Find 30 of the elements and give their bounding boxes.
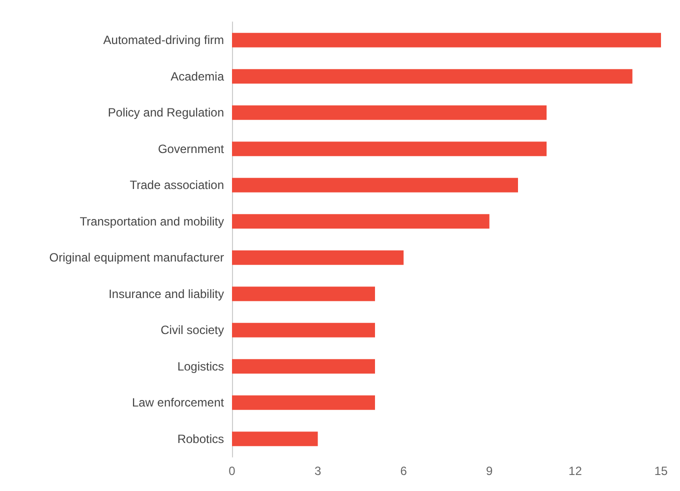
bar <box>232 359 375 374</box>
x-tick-label: 15 <box>654 464 668 478</box>
y-tick-label: Academia <box>170 69 224 84</box>
bar <box>232 214 490 229</box>
y-tick-label: Automated-driving firm <box>103 33 224 48</box>
y-tick-label: Policy and Regulation <box>108 106 224 120</box>
x-tick-label: 3 <box>314 464 322 478</box>
bar <box>232 395 375 410</box>
y-tick-label: Original equipment manufacturer <box>49 250 224 265</box>
bar <box>232 142 547 156</box>
y-tick-label: Transportation and mobility <box>80 214 224 228</box>
bar <box>232 432 318 446</box>
bar <box>232 286 375 302</box>
bar <box>232 322 375 338</box>
y-tick-label: Civil society <box>160 323 224 338</box>
y-tick-label: Robotics <box>177 432 224 446</box>
x-tick-label: 12 <box>568 464 582 478</box>
y-tick-label: Insurance and liability <box>108 286 224 301</box>
x-tick-label: 0 <box>228 464 236 478</box>
y-tick-label: Law enforcement <box>132 396 225 410</box>
y-tick-label: Logistics <box>177 359 224 374</box>
bar <box>232 32 661 48</box>
x-tick-label: 9 <box>486 464 494 478</box>
y-tick-label: Government <box>158 142 225 156</box>
y-tick-label: Trade association <box>130 178 224 192</box>
bar <box>232 69 632 84</box>
bar <box>232 178 518 192</box>
x-tick-label: 6 <box>400 464 408 478</box>
bar <box>232 250 404 265</box>
bar <box>232 105 547 120</box>
